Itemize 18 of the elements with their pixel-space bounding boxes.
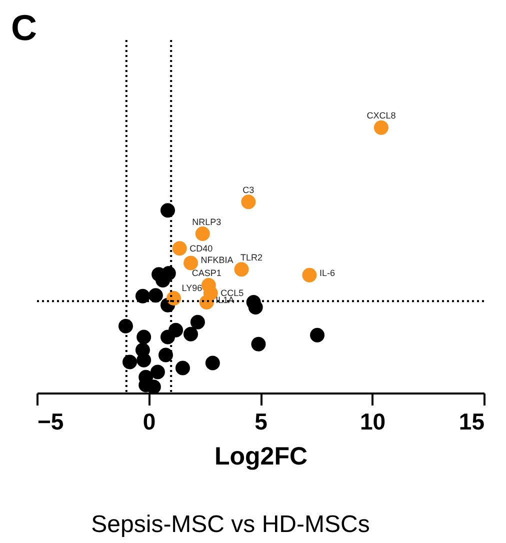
annotation: TLR2 — [240, 252, 263, 262]
annotation: IL1A — [216, 295, 234, 306]
chart-title: C — [11, 7, 37, 48]
annotation: IL-6 — [319, 268, 335, 278]
x-tick-label: −5 — [38, 408, 64, 434]
annotation: NFKBIA — [200, 254, 234, 265]
annotation: CXCL8 — [366, 110, 396, 121]
x-tick-label: 5 — [254, 408, 268, 434]
x-tick-label: 10 — [360, 408, 386, 434]
x-tick-label: 15 — [458, 408, 485, 434]
annotation: CD40 — [190, 243, 213, 254]
x-tick-label: 0 — [142, 408, 156, 434]
annotation: LY96 — [182, 283, 202, 294]
annotation: NRLP3 — [192, 216, 222, 227]
annotation: C3 — [242, 184, 254, 195]
x-axis-title: Log2FC — [214, 442, 308, 470]
text: Sepsis-MSC vs HD-MSCs — [91, 511, 370, 538]
annotation: CASP1 — [192, 268, 222, 278]
